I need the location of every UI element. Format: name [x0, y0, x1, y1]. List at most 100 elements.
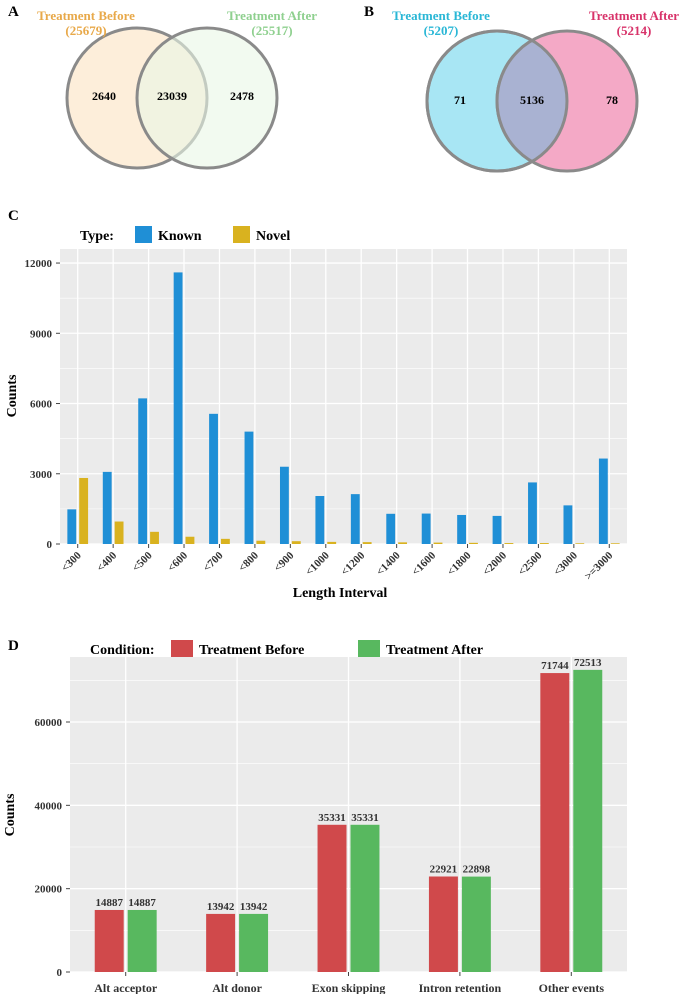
- bar-known: [421, 513, 431, 544]
- chart-c-y-ticks: 0 3000 6000 9000 12000: [25, 258, 60, 551]
- chart-d-legend: Condition: Treatment Before Treatment Af…: [90, 640, 483, 658]
- bar-known: [173, 272, 183, 544]
- chart-c-y-axis-title: Counts: [5, 374, 20, 417]
- chart-d-y-ticks: 0 20000 40000 60000: [35, 717, 70, 979]
- bar-novel: [433, 542, 443, 544]
- y-tick-label: 60000: [35, 717, 63, 729]
- x-tick-label: >=3000: [582, 549, 615, 582]
- panel-a-venn: A Treatment Before (25679) Treatment Aft…: [8, 4, 317, 170]
- bar-novel: [327, 541, 337, 544]
- x-tick-label: <1400: [374, 549, 403, 578]
- venn-a-right-title: Treatment After: [227, 8, 317, 23]
- x-tick-label: <400: [95, 549, 120, 574]
- y-tick-label: 0: [57, 967, 63, 979]
- chart-d-gridlines: [70, 657, 627, 973]
- bar-novel: [610, 543, 620, 544]
- x-tick-label: <1000: [303, 549, 332, 578]
- x-tick-label: <700: [201, 549, 226, 574]
- x-tick-label: Alt donor: [212, 981, 262, 994]
- venn-a-overlap-count: 23039: [157, 89, 187, 103]
- data-label: 14887: [95, 897, 123, 909]
- chart-c-legend-swatch-novel: [233, 226, 250, 243]
- data-label: 13942: [240, 901, 268, 913]
- bar-known: [102, 471, 112, 544]
- bar-known: [315, 496, 325, 544]
- chart-c-legend-label-known: Known: [158, 229, 202, 244]
- venn-a-only-right-count: 2478: [230, 89, 254, 103]
- bar-treatment-after: [127, 909, 157, 972]
- panel-label-c: C: [8, 208, 19, 224]
- venn-a-only-left-count: 2640: [92, 89, 116, 103]
- bar-novel: [114, 521, 124, 544]
- bar-novel: [398, 542, 408, 544]
- chart-d-legend-swatch-after: [358, 640, 380, 657]
- bar-known: [457, 514, 467, 544]
- bar-novel: [220, 538, 230, 544]
- y-tick-label: 6000: [30, 399, 53, 411]
- x-tick-label: <1800: [445, 549, 474, 578]
- x-tick-label: Exon skipping: [312, 981, 386, 994]
- y-tick-label: 40000: [35, 800, 63, 812]
- venn-b-left-outline: [425, 29, 569, 173]
- chart-d-x-ticks: Alt acceptor Alt donor Exon skipping Intron…: [94, 972, 604, 994]
- bar-treatment-after: [573, 669, 603, 972]
- venn-a-right-circle: [135, 26, 279, 170]
- panel-label-d: D: [8, 638, 19, 654]
- venn-b-left-title: Treatment Before: [392, 8, 490, 23]
- venn-a-right-total: (25517): [251, 23, 292, 38]
- bar-treatment-after: [461, 876, 491, 972]
- x-tick-label: <900: [272, 549, 297, 574]
- data-label: 71744: [541, 660, 569, 672]
- venn-b-only-left-count: 71: [454, 93, 466, 107]
- chart-c-legend-title: Type:: [80, 229, 114, 244]
- x-tick-label: Other events: [539, 981, 605, 994]
- x-tick-label: <500: [130, 549, 155, 574]
- bar-known: [563, 505, 573, 544]
- venn-b-right-title: Treatment After: [589, 8, 679, 23]
- bar-novel: [362, 542, 372, 544]
- bar-novel: [504, 543, 514, 544]
- chart-d-y-axis-title: Counts: [3, 793, 18, 836]
- venn-b-overlap-count: 5136: [520, 93, 544, 107]
- y-tick-label: 0: [47, 539, 53, 551]
- bar-known: [598, 458, 608, 544]
- chart-c-legend-swatch-known: [135, 226, 152, 243]
- bar-novel: [256, 540, 266, 544]
- data-label: 72513: [574, 657, 602, 669]
- x-tick-label: <1600: [410, 549, 439, 578]
- bar-novel: [150, 531, 159, 544]
- x-tick-label: <800: [236, 549, 261, 574]
- chart-d-legend-label-after: Treatment After: [386, 643, 483, 658]
- bar-known: [209, 413, 218, 544]
- bar-treatment-before: [540, 673, 570, 972]
- bar-known: [492, 515, 502, 544]
- x-tick-label: <2500: [516, 549, 545, 578]
- chart-c-bars: [67, 272, 620, 544]
- data-label: 14887: [128, 897, 156, 909]
- chart-c-x-axis-title: Length Interval: [293, 586, 388, 601]
- chart-c-legend-label-novel: Novel: [256, 229, 290, 244]
- x-tick-label: Intron retention: [419, 981, 502, 994]
- data-label: 35331: [351, 812, 379, 824]
- x-tick-label: <2000: [481, 549, 510, 578]
- y-tick-label: 9000: [30, 328, 53, 340]
- venn-b-left-total: (5207): [424, 23, 459, 38]
- data-label: 35331: [318, 812, 346, 824]
- venn-b-only-right-count: 78: [606, 93, 618, 107]
- chart-d-bars: 14887 14887 13942 13942 35331 35331 22921 22898…: [94, 657, 603, 972]
- data-label: 22898: [463, 864, 491, 876]
- venn-b-overlap-region: [495, 31, 567, 171]
- bar-treatment-after: [239, 913, 269, 972]
- bar-treatment-before: [206, 913, 236, 972]
- y-tick-label: 20000: [35, 884, 63, 896]
- bar-treatment-before: [94, 909, 124, 972]
- chart-d-legend-swatch-before: [171, 640, 193, 657]
- bar-known: [279, 466, 289, 544]
- panel-c-chart: C 0 3000 6000 9000 12000 <300 <400 <500 <600 <70…: [5, 208, 627, 601]
- bar-treatment-before: [428, 876, 458, 972]
- x-tick-label: <3000: [551, 549, 580, 578]
- panel-b-venn: B Treatment Before (5207) Treatment Afte…: [364, 4, 679, 173]
- chart-c-legend: Type: Known Novel: [80, 226, 290, 244]
- x-tick-label: <300: [59, 549, 84, 574]
- panel-label-b: B: [364, 4, 374, 20]
